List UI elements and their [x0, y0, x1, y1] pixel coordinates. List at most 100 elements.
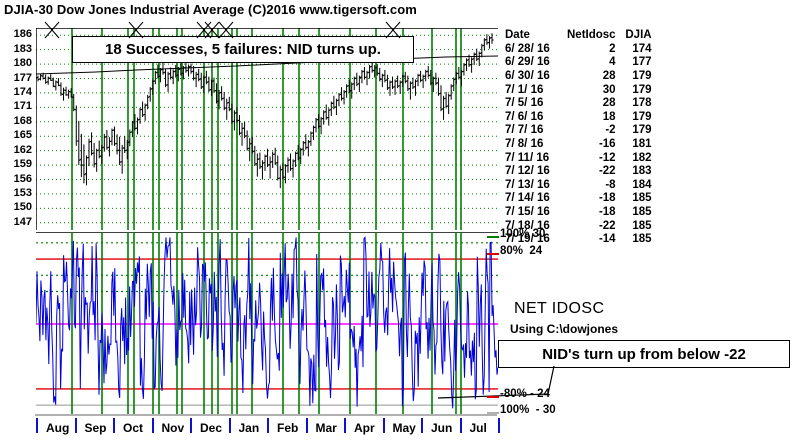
month-tick — [228, 418, 231, 433]
month-label: May — [392, 421, 416, 435]
cell-date: 7/ 8/ 16 — [505, 137, 544, 150]
legend-label-80pct-24: 80% 24 — [500, 245, 543, 257]
page-title: DJIA-30 Dow Jones Industrial Average (C)… — [4, 2, 417, 17]
table-header-row: Date NetIdosc DJIA — [505, 29, 652, 43]
cell-date: 7/ 13/ 16 — [505, 178, 550, 191]
cell-netidosc: 2 — [609, 42, 616, 55]
cell-netidosc: -2 — [605, 124, 616, 137]
cell-date: 7/ 12/ 16 — [505, 165, 550, 178]
cell-djia: 185 — [632, 233, 652, 246]
col-header-date: Date — [505, 29, 530, 42]
cell-netidosc: -22 — [598, 219, 616, 232]
legend-swatch-neg80pct-24 — [487, 396, 499, 398]
legend-label-100pct-30: 100% 30 — [500, 228, 546, 240]
table-row: 7/ 14/ 16 -18 185 — [505, 192, 652, 206]
cell-djia: 185 — [632, 219, 652, 232]
cell-date: 7/ 5/ 16 — [505, 97, 544, 110]
cell-djia: 179 — [632, 69, 652, 82]
table-row: 7/ 6/ 16 18 179 — [505, 111, 652, 125]
month-label: Oct — [123, 421, 144, 435]
cell-djia: 181 — [632, 137, 652, 150]
month-tick — [113, 418, 115, 433]
annotation-callout-box: NID's turn up from below -22 — [498, 340, 790, 368]
cell-netidosc: 18 — [602, 110, 616, 123]
cell-date: 6/ 30/ 16 — [505, 69, 550, 82]
cell-netidosc: 28 — [602, 69, 616, 82]
cell-djia: 184 — [632, 178, 652, 191]
cell-netidosc: -18 — [598, 192, 616, 205]
cell-djia: 182 — [632, 151, 652, 164]
table-row: 7/ 15/ 16 -18 185 — [505, 206, 652, 220]
cell-djia: 179 — [632, 110, 652, 123]
cell-djia: 185 — [632, 205, 652, 218]
data-path-label: Using C:\dowjones — [510, 322, 618, 336]
cell-date: 6/ 28/ 16 — [505, 42, 550, 55]
table-row: 7/ 13/ 16 -8 184 — [505, 179, 652, 193]
cell-date: 7/ 11/ 16 — [505, 151, 550, 164]
cell-djia: 183 — [632, 165, 652, 178]
cell-djia: 185 — [632, 192, 652, 205]
month-tick — [151, 418, 154, 433]
callout-leader-line — [437, 365, 555, 399]
y-tick-label: 183 — [13, 42, 32, 55]
month-label: Jun — [431, 421, 453, 435]
cell-netidosc: -8 — [605, 178, 616, 191]
table-row: 7/ 5/ 16 28 178 — [505, 97, 652, 111]
cell-djia: 179 — [632, 124, 652, 137]
y-tick-label: 180 — [13, 57, 32, 70]
y-tick-label: 177 — [13, 71, 32, 84]
table-row: 7/ 18/ 16 -22 185 — [505, 220, 652, 234]
cell-date: 7/ 7/ 16 — [505, 124, 544, 137]
y-tick-label: 162 — [13, 143, 32, 156]
cell-date: 6/ 29/ 16 — [505, 56, 550, 69]
cell-date: 7/ 14/ 16 — [505, 192, 550, 205]
month-label: Nov — [161, 421, 185, 435]
net-idosc-chart-panel — [36, 232, 498, 416]
y-tick-label: 186 — [13, 28, 32, 41]
table-row: 6/ 29/ 16 4 177 — [505, 56, 652, 70]
legend-swatch-100pct-neg30 — [487, 412, 499, 414]
legend-swatch-80pct-24 — [487, 253, 499, 255]
axis-rule — [35, 414, 497, 416]
cell-netidosc: 28 — [602, 97, 616, 110]
failure-x-markers — [44, 21, 401, 39]
col-header-netidosc: NetIdosc — [567, 29, 616, 42]
month-tick — [498, 418, 500, 433]
cell-netidosc: 4 — [609, 56, 616, 69]
month-tick — [344, 418, 346, 433]
month-tick — [190, 418, 192, 433]
cell-djia: 177 — [632, 56, 652, 69]
table-row: 7/ 1/ 16 30 179 — [505, 84, 652, 98]
y-tick-label: 147 — [13, 215, 32, 228]
table-row: 7/ 11/ 16 -12 182 — [505, 152, 652, 166]
month-label: Mar — [315, 421, 337, 435]
y-tick-label: 159 — [13, 158, 32, 171]
cell-djia: 179 — [632, 83, 652, 96]
col-header-djia: DJIA — [625, 29, 652, 42]
cell-date: 7/ 15/ 16 — [505, 205, 550, 218]
month-tick — [421, 418, 423, 433]
legend-swatch-100pct-30 — [487, 236, 499, 238]
cell-netidosc: -22 — [598, 165, 616, 178]
month-x-axis: Aug Sep Oct Nov Dec Jan Feb Mar Apr May Jun Jul — [30, 414, 500, 443]
cell-djia: 178 — [632, 97, 652, 110]
month-tick — [267, 418, 269, 433]
y-tick-label: 156 — [13, 172, 32, 185]
cell-netidosc: 30 — [602, 83, 616, 96]
annotation-top-box: 18 Successes, 5 failures: NID turns up. — [72, 36, 414, 63]
month-tick — [305, 418, 308, 433]
table-row: 7/ 12/ 16 -22 183 — [505, 165, 652, 179]
month-label: Feb — [277, 421, 299, 435]
month-label: Jan — [238, 421, 260, 435]
legend-label-100pct-neg30: 100% - 30 — [500, 404, 556, 416]
table-row: 6/ 28/ 16 2 174 — [505, 43, 652, 57]
cell-date: 7/ 19/ 16 — [505, 233, 550, 246]
cell-netidosc: -18 — [598, 205, 616, 218]
quote-data-table: Date NetIdosc DJIA 6/ 28/ 16 2 174 6/ 29/ 1… — [505, 2, 652, 260]
cell-djia: 174 — [632, 42, 652, 55]
table-row: 7/ 19/ 16 -14 185 — [505, 233, 652, 247]
month-tick — [459, 418, 462, 433]
y-tick-label: 171 — [13, 100, 32, 113]
month-tick — [382, 418, 385, 433]
month-label: Apr — [354, 421, 375, 435]
